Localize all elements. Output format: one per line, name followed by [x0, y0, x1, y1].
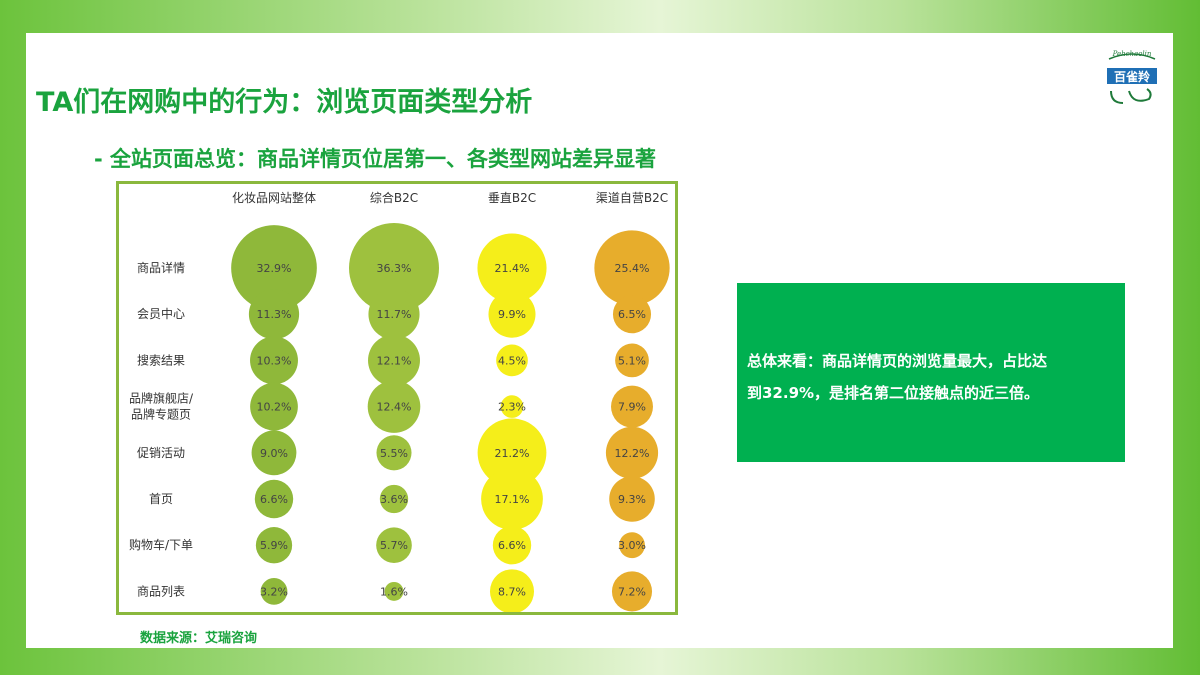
summary-line-1: 总体来看：商品详情页的浏览量最大，占比达 — [747, 352, 1048, 370]
bubble-chart-frame: 化妆品网站整体 综合B2C 垂直B2C 渠道自营B2C 商品详情 32.9% 36.3% 21… — [116, 181, 678, 615]
bubble-value-label: 12.4% — [377, 401, 412, 414]
bubble-value-label: 6.6% — [498, 539, 526, 552]
bubble — [594, 230, 670, 306]
bubble — [255, 527, 293, 564]
column-header: 化妆品网站整体 — [232, 190, 316, 205]
bubble-value-label: 6.6% — [260, 493, 288, 506]
bubble-value-label: 10.2% — [257, 401, 292, 414]
row-label: 会员中心 — [137, 306, 185, 321]
bubble-value-label: 10.3% — [257, 354, 292, 367]
bubble-value-label: 5.9% — [260, 539, 288, 552]
bubble — [611, 385, 653, 428]
bubble — [376, 527, 412, 564]
column-header: 渠道自营B2C — [596, 191, 668, 205]
bubble-value-label: 2.3% — [498, 401, 526, 414]
column-header: 垂直B2C — [488, 191, 536, 205]
brand-logo: Pehchaolin 百雀羚 — [1103, 45, 1161, 107]
bubble-value-label: 12.2% — [615, 447, 650, 460]
row-label: 搜索结果 — [137, 352, 185, 367]
bubble — [489, 569, 535, 612]
bubble — [250, 382, 298, 431]
bubble-value-label: 5.5% — [380, 447, 408, 460]
bubble-value-label: 3.0% — [618, 539, 646, 552]
bubble — [376, 435, 412, 471]
row-label: 品牌专题页 — [131, 407, 191, 422]
row-label: 首页 — [149, 492, 173, 506]
bubble-value-label: 1.6% — [380, 585, 408, 598]
bubble — [496, 344, 528, 377]
bubble — [368, 288, 420, 340]
bubble-value-label: 17.1% — [495, 493, 530, 506]
row-label: 商品列表 — [137, 583, 185, 598]
page-title: TA们在网购中的行为：浏览页面类型分析 — [36, 87, 533, 118]
bubble-value-label: 11.3% — [257, 308, 292, 321]
bubble-value-label: 3.6% — [380, 493, 408, 506]
bubble-value-label: 4.5% — [498, 354, 526, 367]
bubble-value-label: 9.3% — [618, 493, 646, 506]
bubble-value-label: 9.9% — [498, 308, 526, 321]
column-header: 综合B2C — [370, 190, 418, 205]
bubble-value-label: 5.7% — [380, 539, 408, 552]
row-label: 促销活动 — [137, 446, 185, 460]
bubble-value-label: 11.7% — [377, 308, 412, 321]
bubble-value-label: 7.2% — [618, 585, 646, 598]
bubble — [500, 395, 524, 418]
bubble — [368, 334, 420, 387]
bubble-value-label: 12.1% — [377, 354, 412, 367]
bubble — [349, 223, 439, 313]
bubble — [384, 581, 404, 601]
logo-text: 百雀羚 — [1114, 69, 1151, 84]
bubble — [612, 295, 652, 334]
row-label: 品牌旗舰店/ — [129, 391, 194, 406]
bubble — [231, 225, 317, 311]
bubble-value-label: 21.4% — [495, 262, 530, 275]
bubble-value-label: 8.7% — [498, 585, 526, 598]
bubble — [477, 233, 547, 303]
bubble — [260, 578, 288, 605]
bubble — [615, 343, 649, 378]
summary-box: 总体来看：商品详情页的浏览量最大，占比达 到32.9%，是排名第二位接触点的近三… — [737, 283, 1125, 462]
bubble — [609, 476, 655, 522]
page-subtitle: - 全站页面总览：商品详情页位居第一、各类型网站差异显著 — [94, 147, 657, 171]
bubble — [379, 484, 409, 514]
bubble — [251, 430, 297, 476]
bubble-value-label: 9.0% — [260, 447, 288, 460]
bubble — [481, 468, 543, 530]
bubble — [488, 290, 536, 338]
summary-line-2: 到32.9%，是排名第二位接触点的近三倍。 — [747, 384, 1040, 402]
row-label: 购物车/下单 — [129, 537, 193, 552]
bubble-value-label: 6.5% — [618, 308, 646, 321]
bubble — [367, 380, 421, 433]
bubble — [477, 418, 547, 488]
bubble-value-label: 3.2% — [260, 585, 288, 598]
row-label: 商品详情 — [137, 260, 185, 275]
bubble — [254, 479, 294, 519]
bubble — [605, 426, 659, 479]
bubble — [619, 532, 645, 559]
data-source: 数据来源：艾瑞咨询 — [140, 631, 258, 646]
bubble-value-label: 36.3% — [377, 262, 412, 275]
bubble — [250, 336, 298, 385]
bubble-value-label: 25.4% — [615, 262, 650, 275]
bubble — [492, 526, 532, 565]
bubble-value-label: 21.2% — [495, 447, 530, 460]
bubble-chart: 化妆品网站整体 综合B2C 垂直B2C 渠道自营B2C 商品详情 32.9% 36.3% 21… — [129, 190, 670, 612]
bubble-value-label: 7.9% — [618, 401, 646, 414]
bubble-value-label: 32.9% — [257, 262, 292, 275]
bubble — [248, 289, 300, 340]
bubble — [611, 571, 653, 612]
bubble-value-label: 5.1% — [618, 354, 646, 367]
